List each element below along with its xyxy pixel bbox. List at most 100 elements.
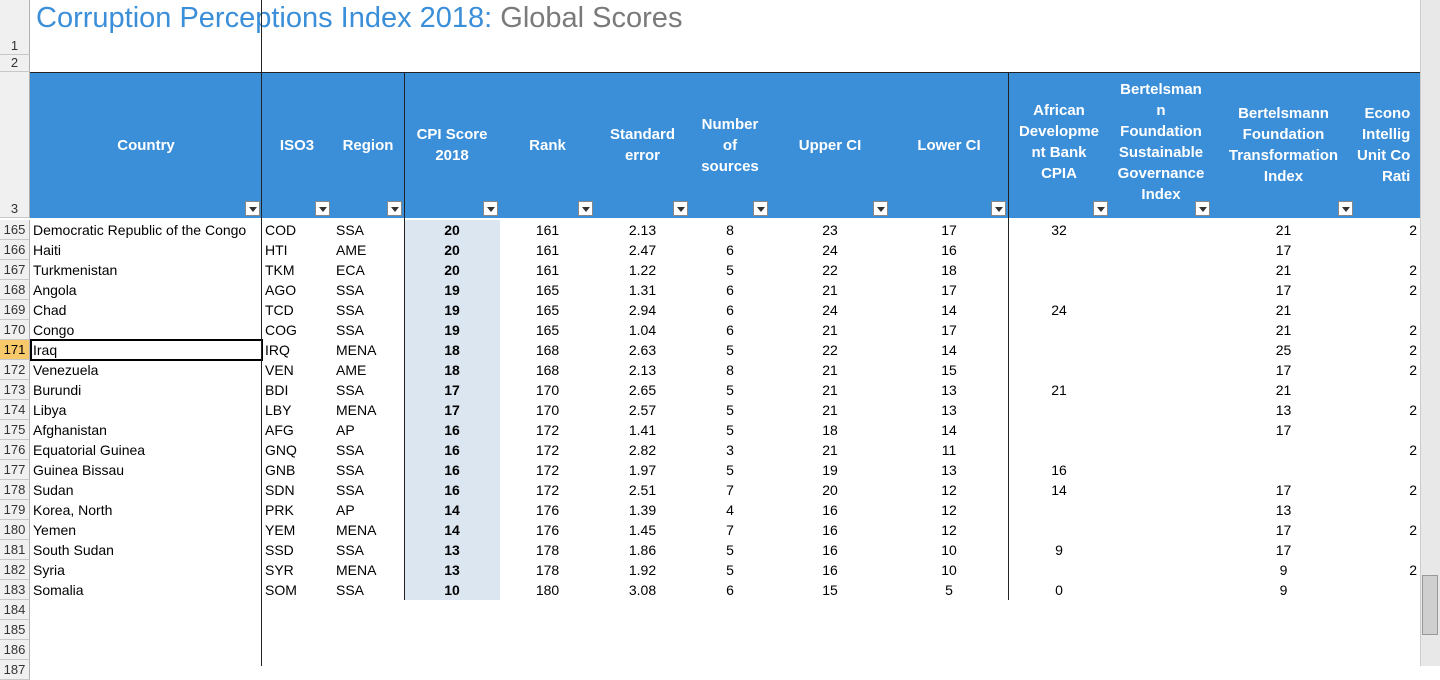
cell: 17 <box>941 322 957 338</box>
scrollbar[interactable] <box>1420 0 1440 666</box>
row-number: 3 <box>0 72 30 218</box>
row-number: 1 <box>0 0 30 55</box>
column-header: Lower CI <box>890 72 1008 218</box>
cell: SSA <box>336 282 365 298</box>
cell: Turkmenistan <box>33 262 118 278</box>
cell: Syria <box>33 562 65 578</box>
cell: AP <box>336 422 355 438</box>
cell: 7 <box>726 522 734 538</box>
filter-button[interactable] <box>483 201 498 216</box>
cell: 1.39 <box>628 502 657 518</box>
cell: 24 <box>822 302 838 318</box>
cell: 16 <box>822 522 838 538</box>
row-number: 175 <box>0 420 30 440</box>
cell: 7 <box>726 482 734 498</box>
filter-button[interactable] <box>315 201 330 216</box>
cell: 2.57 <box>628 402 657 418</box>
row-number: 165 <box>0 220 30 240</box>
cell: 165 <box>535 322 560 338</box>
cell: 170 <box>535 402 560 418</box>
filter-button[interactable] <box>1195 201 1210 216</box>
cell: 17 <box>1275 362 1292 378</box>
cell: 2 <box>1409 222 1417 238</box>
section-divider <box>1008 72 1009 600</box>
cell: 16 <box>404 460 500 480</box>
cell: 5 <box>726 542 734 558</box>
cell: 13 <box>404 560 500 580</box>
cell: 8 <box>726 362 734 378</box>
row-number: 186 <box>0 640 30 660</box>
cell: 17 <box>1275 522 1292 538</box>
filter-button[interactable] <box>387 201 402 216</box>
cell: 2.51 <box>628 482 657 498</box>
cell: 15 <box>822 582 838 598</box>
cell: 165 <box>535 282 560 298</box>
cell: 1.41 <box>628 422 657 438</box>
cell: HTI <box>265 242 288 258</box>
cell: 10 <box>941 542 957 558</box>
cell: 16 <box>404 420 500 440</box>
cell: 5 <box>726 562 734 578</box>
cell: 19 <box>404 320 500 340</box>
cell: 2 <box>1409 282 1417 298</box>
column-header: African Developme nt Bank CPIA <box>1008 72 1110 218</box>
cell: 15 <box>941 362 957 378</box>
cell: 13 <box>941 382 957 398</box>
cell: 25 <box>1275 342 1292 358</box>
scroll-thumb[interactable] <box>1422 575 1438 635</box>
cell: 14 <box>941 302 957 318</box>
column-header: Number of sources <box>690 72 770 218</box>
cell: 21 <box>1275 302 1292 318</box>
cell: SYR <box>265 562 294 578</box>
cell: 22 <box>822 262 838 278</box>
cell: 6 <box>726 282 734 298</box>
filter-button[interactable] <box>873 201 888 216</box>
filter-button[interactable] <box>673 201 688 216</box>
cell: 2 <box>1409 322 1417 338</box>
filter-button[interactable] <box>1338 201 1353 216</box>
cell: 2 <box>1409 442 1417 458</box>
cell: 178 <box>535 562 560 578</box>
row-number: 169 <box>0 300 30 320</box>
cell: Sudan <box>33 482 74 498</box>
cell: 4 <box>726 502 734 518</box>
cell: 1.22 <box>628 262 657 278</box>
cell: YEM <box>265 522 296 538</box>
row-number: 168 <box>0 280 30 300</box>
cell: 0 <box>1055 582 1063 598</box>
filter-button[interactable] <box>245 201 260 216</box>
cell: 9 <box>1279 562 1288 578</box>
cell: 20 <box>404 240 500 260</box>
cell: 2 <box>1409 262 1417 278</box>
cell: 11 <box>941 442 957 458</box>
cell: 172 <box>535 422 560 438</box>
cell: PRK <box>265 502 294 518</box>
cell: 14 <box>941 422 957 438</box>
row-number: 167 <box>0 260 30 280</box>
filter-button[interactable] <box>991 201 1006 216</box>
row-number: 178 <box>0 480 30 500</box>
filter-button[interactable] <box>753 201 768 216</box>
filter-button[interactable] <box>1093 201 1108 216</box>
cell: 17 <box>1275 282 1292 298</box>
row-number: 166 <box>0 240 30 260</box>
cell: Afghanistan <box>33 422 107 438</box>
cell: 21 <box>822 362 838 378</box>
cell: 172 <box>535 462 560 478</box>
cell: 24 <box>1051 302 1067 318</box>
cell: 19 <box>404 300 500 320</box>
selected-cell <box>30 339 263 361</box>
filter-button[interactable] <box>578 201 593 216</box>
cell: 21 <box>822 282 838 298</box>
cell: 18 <box>941 262 957 278</box>
cell: LBY <box>265 402 292 418</box>
cell: 2 <box>1409 522 1417 538</box>
cell: 21 <box>822 322 838 338</box>
cell: 21 <box>1275 322 1292 338</box>
cell: 12 <box>941 502 957 518</box>
cell: 1.04 <box>628 322 657 338</box>
cell: 16 <box>404 440 500 460</box>
cell: 2.47 <box>628 242 657 258</box>
cell: 1.45 <box>628 522 657 538</box>
cell: 17 <box>941 282 957 298</box>
